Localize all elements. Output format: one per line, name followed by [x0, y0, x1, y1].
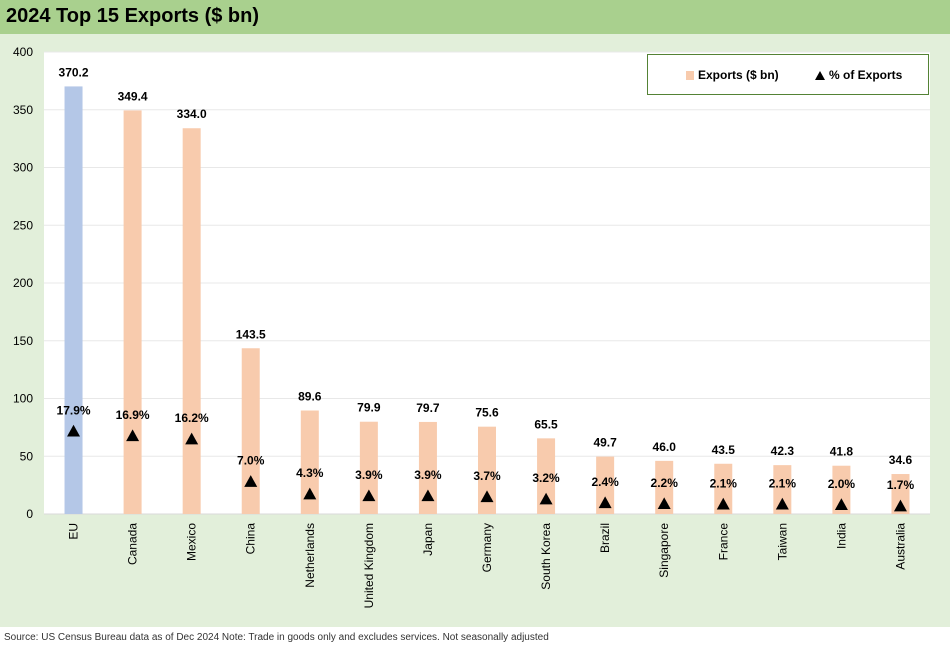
- pct-value-label: 2.0%: [828, 477, 856, 491]
- bar: [891, 474, 910, 514]
- y-tick-label: 0: [26, 507, 33, 521]
- bar-value-label: 79.9: [357, 401, 381, 415]
- bar: [478, 426, 496, 514]
- source-note: Source: US Census Bureau data as of Dec …: [4, 632, 549, 643]
- pct-marker: [775, 497, 789, 510]
- bar-value-label: 46.0: [653, 440, 677, 454]
- bar: [773, 465, 792, 514]
- y-axis: 0 50 100 150 200 250 300 350 400: [13, 45, 33, 521]
- pct-value-label: 4.3%: [296, 466, 324, 480]
- bar-value-label: 34.6: [889, 453, 913, 467]
- pct-marker: [893, 499, 907, 512]
- legend-label-pct: % of Exports: [829, 68, 903, 82]
- y-tick-label: 400: [13, 45, 33, 59]
- x-tick-label: EU: [67, 523, 81, 540]
- x-axis: EU Canada Mexico China Netherlands United Kin…: [67, 523, 908, 609]
- chart-title: 2024 Top 15 Exports ($ bn): [6, 5, 260, 27]
- bar-value-label: 65.5: [534, 417, 558, 431]
- pct-marker: [716, 497, 730, 510]
- pct-marker: [362, 489, 376, 502]
- legend-label-exports: Exports ($ bn): [698, 68, 779, 82]
- x-tick-label: India: [834, 523, 848, 549]
- bar: [182, 128, 201, 515]
- pct-marker: [303, 487, 317, 500]
- y-tick-label: 100: [13, 392, 33, 406]
- bar-value-label: 75.6: [475, 406, 499, 420]
- x-tick-label: China: [244, 523, 258, 555]
- bar-value-label: 49.7: [593, 436, 617, 450]
- title-bar: 2024 Top 15 Exports ($ bn): [0, 0, 950, 34]
- bar-value-label: 79.7: [416, 401, 440, 415]
- y-tick-label: 50: [20, 449, 34, 463]
- x-tick-label: Mexico: [185, 523, 199, 561]
- triangle-icon: [815, 70, 825, 80]
- bar: [596, 456, 615, 514]
- pct-marker: [834, 498, 848, 510]
- bar-value-label: 370.2: [59, 65, 89, 79]
- bar: [418, 421, 437, 514]
- legend: Exports ($ bn) % of Exports: [647, 54, 929, 95]
- y-tick-label: 300: [13, 161, 33, 175]
- pct-marker: [67, 424, 81, 437]
- bar: [64, 86, 83, 514]
- bar: [832, 465, 851, 514]
- pct-marker: [598, 496, 612, 509]
- bar-value-label: 41.8: [830, 445, 854, 459]
- pct-marker: [244, 475, 258, 487]
- pct-marker: [126, 429, 140, 442]
- x-tick-label: Brazil: [598, 523, 612, 553]
- x-tick-label: Netherlands: [303, 523, 317, 588]
- pct-value-label: 1.7%: [887, 478, 915, 492]
- bar-value-label: 42.3: [771, 444, 795, 458]
- bar-value-label: 43.5: [712, 443, 736, 457]
- bar: [714, 463, 733, 514]
- pct-marker: [421, 489, 435, 502]
- pct-value-label: 16.9%: [116, 408, 150, 422]
- pct-value-label: 3.7%: [473, 469, 501, 483]
- pct-marker: [657, 497, 671, 510]
- bar: [300, 410, 319, 514]
- x-tick-label: Singapore: [657, 523, 671, 578]
- bar: [655, 460, 674, 514]
- markers: 17.9% 16.9% 16.2% 7.0% 4.3% 3.9% 3.9% 3.7% 3.2% 2…: [57, 403, 915, 512]
- bar-value-label: 143.5: [236, 327, 266, 341]
- bar: [241, 348, 260, 514]
- pct-value-label: 3.9%: [355, 468, 383, 482]
- x-tick-label: United Kingdom: [362, 523, 376, 608]
- bar: [537, 438, 556, 514]
- x-tick-label: Australia: [893, 523, 907, 570]
- pct-marker: [539, 492, 553, 505]
- x-tick-label: Japan: [421, 523, 435, 556]
- pct-value-label: 16.2%: [175, 411, 209, 425]
- pct-marker: [185, 432, 199, 445]
- pct-value-label: 2.4%: [591, 475, 619, 489]
- legend-item-exports: Exports ($ bn): [686, 68, 779, 82]
- x-tick-label: South Korea: [539, 523, 553, 590]
- x-tick-label: Germany: [480, 523, 494, 572]
- legend-item-pct: % of Exports: [815, 68, 902, 82]
- pct-value-label: 3.2%: [532, 471, 560, 485]
- y-tick-label: 150: [13, 334, 33, 348]
- pct-value-label: 17.9%: [57, 403, 91, 417]
- bar-value-label: 334.0: [177, 107, 207, 121]
- bar: [359, 421, 378, 514]
- bars: 370.2 349.4 334.0 143.5 89.6 79.9 79.7 75.6 65.5…: [59, 65, 913, 515]
- pct-value-label: 2.2%: [651, 476, 679, 490]
- pct-value-label: 2.1%: [710, 476, 738, 490]
- pct-marker: [480, 490, 494, 503]
- pct-value-label: 3.9%: [414, 468, 442, 482]
- x-tick-label: France: [716, 523, 730, 561]
- legend-swatch-exports: [686, 70, 694, 80]
- x-tick-label: Canada: [126, 523, 140, 565]
- bar-value-label: 349.4: [118, 89, 148, 103]
- pct-value-label: 7.0%: [237, 454, 265, 468]
- bar-value-label: 89.6: [298, 390, 322, 404]
- y-tick-label: 250: [13, 218, 33, 232]
- bar: [123, 110, 142, 515]
- pct-value-label: 2.1%: [769, 476, 797, 490]
- x-tick-label: Taiwan: [775, 523, 789, 560]
- y-tick-label: 200: [13, 276, 33, 290]
- y-tick-label: 350: [13, 103, 33, 117]
